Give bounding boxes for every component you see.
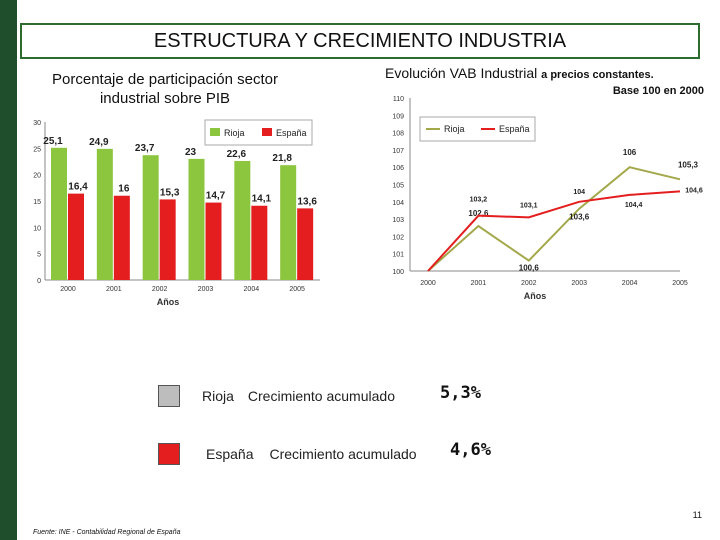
x-tick-label: 2003 [198,286,214,293]
growth-espana-name: España [206,446,254,462]
bar-data-label: 16 [118,184,130,195]
bar-espana [297,208,314,280]
y-tick-label: 104 [392,200,404,207]
growth-rioja-label: Crecimiento acumulado [247,388,395,404]
bar-chart: 0 5 10 15 20 25 30 2000 25,1 16,4 2001 24,9 16 2002 23… [33,119,320,307]
x-tick-label: 2000 [420,280,436,287]
y-tick-label: 106 [392,165,404,172]
y-tick-label: 0 [37,278,41,285]
bar-espana [113,195,130,280]
x-axis-title: Años [524,291,547,301]
bar-espana [205,202,222,280]
growth-espana-value: 4,6% [450,440,491,460]
bar-data-label: 16,4 [68,182,88,193]
bar-rioja [142,155,159,280]
x-axis-title: Años [157,297,180,307]
source-note: Fuente: INE - Contabilidad Regional de E… [33,529,181,536]
y-tick-label: 102 [392,234,404,241]
y-tick-label: 10 [33,225,41,232]
legend-swatch [210,128,220,136]
y-tick-label: 20 [33,173,41,180]
point-data-label: 103,6 [569,213,590,222]
bar-rioja [96,148,113,280]
bar-rioja [280,165,297,280]
x-tick-label: 2004 [244,286,260,293]
y-tick-label: 15 [33,199,41,206]
page-number: 11 [692,510,702,520]
rioja-swatch [158,385,180,407]
bar-espana [68,193,84,280]
y-tick-label: 105 [392,183,404,190]
legend-swatch [262,128,272,136]
bar-data-label: 22,6 [227,149,247,160]
growth-row-rioja: Rioja Crecimiento acumulado [158,385,395,407]
bar-data-label: 24,9 [89,137,109,148]
point-data-label: 104,6 [685,187,703,194]
line-chart-subtitle: Evolución VAB Industrial a precios const… [385,65,705,81]
point-data-label: 106 [623,148,637,157]
left-accent-bar [0,0,17,540]
x-tick-label: 2000 [60,286,76,293]
growth-row-espana: España Crecimiento acumulado [158,443,417,465]
y-tick-label: 108 [392,131,404,138]
bar-data-label: 13,6 [297,196,317,207]
series-line-espana [427,190,681,272]
x-tick-label: 2002 [152,286,168,293]
bar-espana [159,199,176,280]
y-tick-label: 101 [392,252,404,259]
x-tick-label: 2005 [672,280,688,287]
point-data-label: 102,6 [468,209,489,218]
point-data-label: 100,6 [519,264,540,273]
series-line-rioja [427,166,681,272]
legend-label: España [276,128,307,138]
point-data-label: 104,4 [625,202,643,209]
y-tick-label: 100 [392,269,404,276]
bar-chart-subtitle: Porcentaje de participación sector indus… [52,71,278,107]
growth-rioja-name: Rioja [202,388,234,404]
legend-label: Rioja [224,128,245,138]
point-data-label: 104 [573,189,585,196]
bar-data-label: 23,7 [135,143,155,154]
y-tick-label: 107 [392,148,404,155]
y-tick-label: 110 [393,96,404,103]
x-tick-label: 2002 [521,280,537,287]
espana-swatch [158,443,180,465]
bar-data-label: 21,8 [272,153,292,164]
base-note: Base 100 en 2000 [612,85,704,97]
bar-data-label: 23 [185,147,197,158]
bar-rioja [234,160,251,280]
point-data-label: 103,1 [520,202,538,209]
point-data-label: 105,3 [678,160,699,169]
bar-rioja [188,158,205,280]
bar-data-label: 15,3 [160,187,180,198]
bar-data-label: 25,1 [43,136,63,147]
bar-espana [251,205,268,280]
bar-rioja [51,147,67,280]
x-tick-label: 2005 [289,286,305,293]
legend-label: Rioja [444,124,465,134]
x-tick-label: 2004 [622,280,638,287]
growth-rioja-value: 5,3% [440,383,481,403]
point-data-label: 103,2 [470,197,488,204]
line-chart-subtitle-small: a precios constantes. [541,69,654,81]
x-tick-label: 2001 [106,286,122,293]
y-tick-label: 103 [392,217,404,224]
y-tick-label: 30 [33,120,41,127]
line-chart-subtitle-main: Evolución VAB Industrial [385,65,538,81]
legend-box [204,119,313,146]
bar-data-label: 14,1 [252,194,272,205]
page-title: ESTRUCTURA Y CRECIMIENTO INDUSTRIA [20,23,700,59]
legend-label: España [499,124,530,134]
y-tick-label: 25 [33,146,41,153]
x-tick-label: 2003 [571,280,587,287]
y-tick-label: 109 [392,113,404,120]
x-tick-label: 2001 [471,280,487,287]
bar-data-label: 14,7 [206,191,226,202]
growth-espana-label: Crecimiento acumulado [269,446,417,462]
y-tick-label: 5 [37,252,41,259]
line-chart: 100 101 102 103 104 105 106 107 108 109 110 2000 200… [392,96,703,301]
